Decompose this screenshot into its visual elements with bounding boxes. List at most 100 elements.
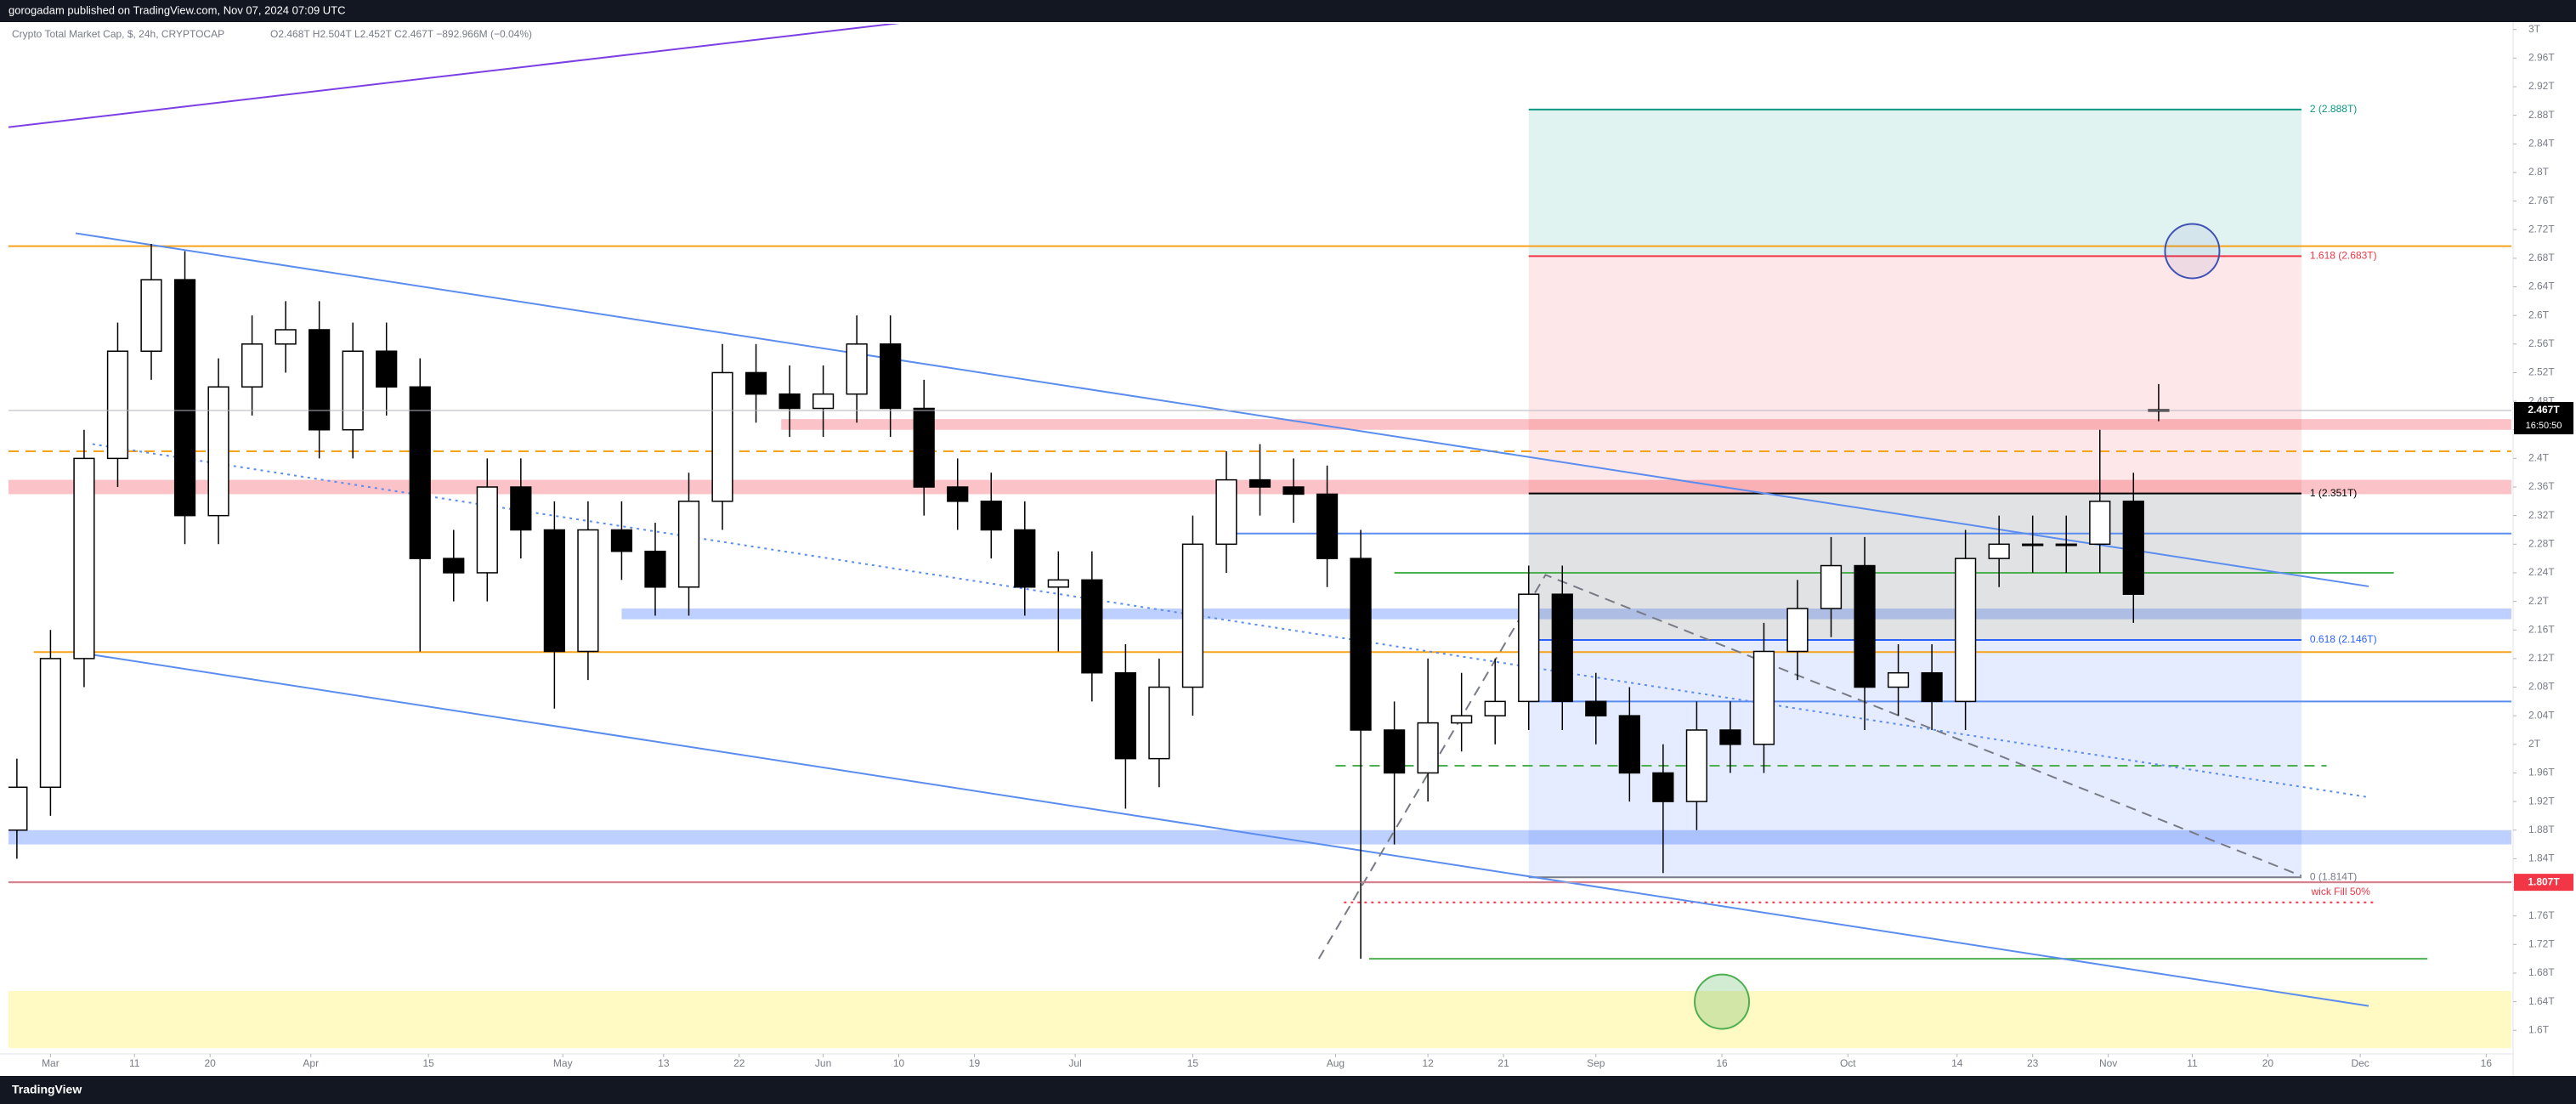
price-tag [2514, 402, 2573, 435]
x-tick-label: Oct [1840, 1057, 1856, 1069]
candle-body [1685, 729, 1708, 802]
y-tick-label: 2.76T [2528, 195, 2555, 207]
candle-body [644, 550, 666, 588]
y-tick-label: 2.36T [2528, 480, 2555, 492]
x-tick-label: 15 [1187, 1057, 1199, 1069]
x-tick-label: 14 [1951, 1057, 1963, 1069]
candle-body [2055, 543, 2077, 546]
candle-body [173, 279, 196, 517]
y-tick-label: 2T [2528, 738, 2541, 750]
x-tick-label: 12 [1422, 1057, 1434, 1069]
y-tick-label: 2.56T [2528, 337, 2555, 349]
candle-body [73, 457, 95, 660]
candle-body [2122, 501, 2144, 595]
y-tick-label: 2.4T [2528, 452, 2550, 464]
candle-body [1350, 558, 1372, 731]
y-tick-label: 1.72T [2528, 937, 2555, 949]
candle-body [1316, 493, 1339, 559]
candle-body [1618, 715, 1640, 774]
trend-line [8, 24, 899, 128]
x-tick-label: Dec [2351, 1057, 2369, 1069]
x-tick-label: 22 [733, 1057, 745, 1069]
candle-body [1181, 543, 1204, 688]
x-tick-label: 20 [205, 1057, 217, 1069]
y-tick-label: 2.12T [2528, 652, 2555, 664]
candle-body [577, 529, 599, 653]
fib-zone [1528, 493, 2301, 641]
x-tick-label: Jul [1068, 1057, 1081, 1069]
x-tick-label: 20 [2262, 1057, 2274, 1069]
x-tick-label: 19 [969, 1057, 981, 1069]
candle-body [443, 558, 465, 574]
y-tick-label: 2.28T [2528, 537, 2555, 549]
y-tick-label: 2.92T [2528, 80, 2555, 92]
candle-body [1215, 478, 1237, 546]
y-tick-label: 3T [2528, 23, 2541, 35]
y-tick-label: 2.68T [2528, 252, 2555, 263]
price-tag-label: 1.807T [2528, 875, 2560, 887]
candle-body [1518, 593, 1540, 703]
y-tick-label: 2.32T [2528, 509, 2555, 521]
candle-body [241, 343, 263, 388]
y-tick-label: 2.64T [2528, 280, 2555, 292]
marker-circle [2164, 223, 2221, 280]
zone [8, 990, 2511, 1049]
x-tick-label: Sep [1587, 1057, 1605, 1069]
fib-label: 1 (2.351T) [2310, 487, 2357, 499]
x-tick-label: Nov [2099, 1057, 2117, 1069]
y-tick-label: 2.88T [2528, 109, 2555, 121]
candle-body [1014, 529, 1036, 588]
y-tick-label: 1.88T [2528, 824, 2555, 835]
y-tick-label: 2.8T [2528, 166, 2550, 178]
fib-zone [1528, 640, 2301, 878]
trend-line [75, 232, 2369, 587]
fib-zone [1528, 256, 2301, 494]
x-tick-label: 15 [422, 1057, 434, 1069]
y-tick-label: 1.84T [2528, 852, 2555, 864]
candle-body [846, 343, 868, 395]
y-tick-label: 2.04T [2528, 709, 2555, 721]
candle-body [1921, 671, 1943, 703]
y-tick-label: 2.96T [2528, 52, 2555, 64]
candle-body [543, 529, 565, 653]
candle-body [1081, 579, 1103, 674]
candle-body [1820, 564, 1843, 609]
candle-body [1148, 686, 1170, 760]
candle-body [275, 329, 297, 345]
countdown: 16:50:50 [2526, 421, 2562, 431]
x-tick-label: Mar [42, 1057, 59, 1069]
brand: TradingView [12, 1083, 82, 1096]
candle-body [947, 486, 969, 502]
x-tick-label: May [553, 1057, 573, 1069]
symbol-title: Crypto Total Market Cap, $, 24h, CRYPTOC… [12, 28, 224, 40]
level-label: wick Fill 50% [2311, 886, 2371, 897]
x-tick-label: 10 [893, 1057, 905, 1069]
y-tick-label: 2.24T [2528, 566, 2555, 578]
x-tick-label: 11 [129, 1057, 140, 1069]
candle-body [106, 350, 129, 460]
candle-body [980, 501, 1002, 531]
trend-line [1317, 574, 2302, 960]
candle-body [1282, 486, 1305, 495]
y-tick-label: 2.84T [2528, 137, 2555, 149]
candle-body [1551, 593, 1573, 703]
candle-body [913, 407, 935, 488]
x-tick-label: 21 [1497, 1057, 1509, 1069]
candle-body [1719, 729, 1741, 745]
candle-body [140, 279, 162, 352]
candle-body [376, 350, 398, 388]
candle-body [1955, 558, 1977, 703]
zone [8, 829, 2511, 845]
trend-line [75, 651, 2369, 1007]
candle-body [1585, 700, 1607, 716]
y-tick-label: 1.68T [2528, 966, 2555, 978]
candle-body [2089, 501, 2111, 546]
y-tick-label: 2.2T [2528, 595, 2550, 607]
price-tag [2514, 874, 2573, 892]
fib-label: 2 (2.888T) [2310, 103, 2357, 115]
plot-area [8, 24, 2511, 1049]
bottom-bar [0, 1076, 2576, 1104]
candle-body [1248, 478, 1271, 488]
